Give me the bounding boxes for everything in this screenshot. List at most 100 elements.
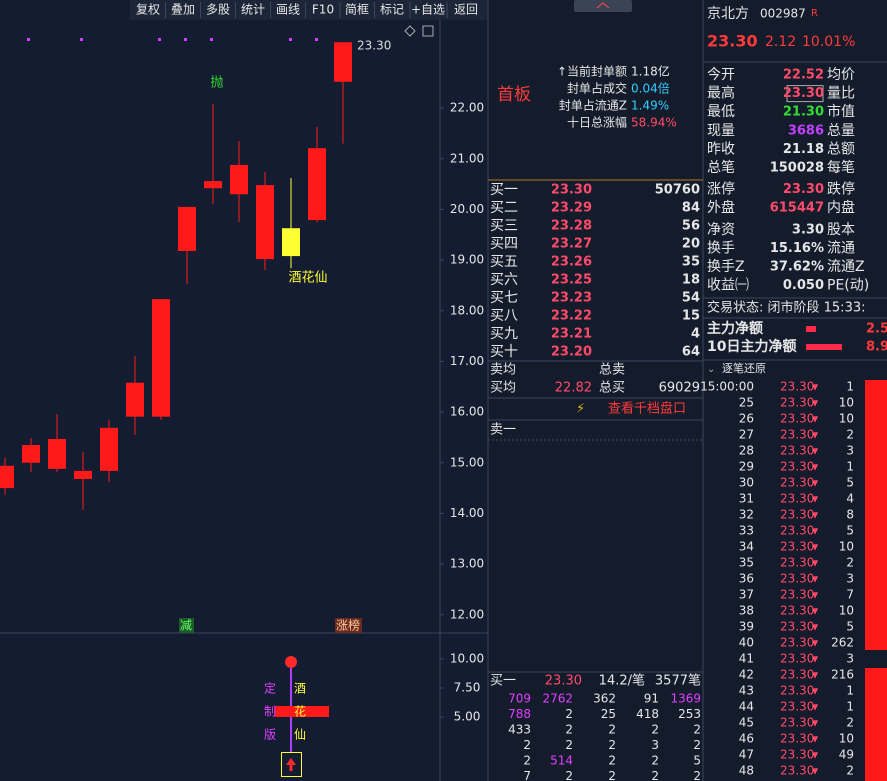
quote-label: 昨收 [707,141,735,157]
tick-dir: ▼ [812,767,819,776]
queue-cell: 91 [644,692,659,706]
tick-volume: 2 [846,764,854,778]
tick-volume: 1 [846,684,854,698]
toolbar-button[interactable]: +自选 [411,3,445,17]
tick-dir: ▼ [812,575,819,584]
indicator-bar [275,706,329,717]
toolbar-button[interactable]: 统计 [241,3,265,17]
total-buy: 69029 [659,381,700,396]
quote-field: PE(动) [827,278,869,294]
y-tick-label: 12.00 [450,607,484,621]
y-tick-label: 22.00 [450,101,484,115]
bid-volume: 54 [682,291,700,306]
tick-dir: ▼ [812,479,819,488]
indicator-icon [285,656,297,668]
tick-price: 23.30 [780,508,814,522]
queue-cell: 2 [693,738,701,752]
candle-body [152,299,170,417]
tick-time: 38 [739,604,754,618]
trade-status: 交易状态: 闭市阶段 15:33: [707,300,866,316]
quote-value: 15.16% [770,241,824,256]
quote-value: 21.30 [783,105,824,120]
tick-time: 28 [739,444,754,458]
quote-value: 21.18 [783,142,824,157]
tick-dir: ▼ [812,511,819,520]
candle-body [22,445,40,463]
bid-volume: 15 [682,309,700,324]
bid-price: 23.28 [551,219,592,234]
quote-value: 0.050 [783,278,824,293]
stock-tag: 酒花仙 [288,270,327,286]
tick-dir: ▼ [812,703,819,712]
bid-price: 23.30 [551,183,592,198]
queue-cell: 2 [565,723,573,737]
stat-label: 封单占成交 [567,81,627,96]
tick-dir: ▼ [812,415,819,424]
tick-time: 36 [739,572,754,586]
toolbar-button[interactable]: 多股 [206,3,230,17]
y-tick-label: 5.00 [454,710,481,724]
quote-label: 现量 [707,123,735,139]
tick-volume: 10 [839,540,854,554]
stat-label: 十日总涨幅 [567,115,627,130]
toolbar-button[interactable]: 叠加 [171,3,195,17]
bid-price: 23.21 [551,327,592,342]
sell-signal: 抛 [210,76,223,91]
y-tick-label: 7.50 [454,681,481,695]
quote-value: 150028 [770,161,824,176]
bid-label: 买五 [490,254,518,270]
tick-volume: 3 [846,652,854,666]
collapse-icon[interactable]: ⌄ [707,364,715,375]
tick-price: 23.30 [780,572,814,586]
indicator-char: 制 [264,705,276,719]
tick-time: 31 [739,492,754,506]
quote-field: 均价 [827,67,855,83]
toolbar-button[interactable]: 画线 [276,3,300,17]
quote-value: 615447 [770,201,824,216]
queue-cell: 2 [608,738,616,752]
collapse-button[interactable] [574,0,632,12]
cut-tag: 减 [180,619,192,633]
tick-volume: 5 [846,476,854,490]
tick-volume: 5 [846,620,854,634]
tick-price: 23.30 [780,460,814,474]
tag-bg [335,618,362,633]
queue-cell: 2 [693,723,701,737]
side-bg [488,0,887,781]
quote-label: 收益㈠ [707,278,749,294]
indicator-box[interactable] [281,752,302,777]
quote-label: 最高 [707,85,735,102]
tick-dir: ▼ [812,463,819,472]
tick-price: 23.30 [780,396,814,410]
quote-field: 总额 [827,141,855,157]
tick-price: 23.30 [780,652,814,666]
tick-dir: ▼ [812,543,819,552]
tick-volume: 1 [846,460,854,474]
depth-link[interactable]: 查看千档盘口 [608,401,686,417]
flow-label: 主力净额 [707,320,763,337]
bid-label: 买三 [490,218,518,234]
tick-time: 26 [739,412,754,426]
quote-label: 涨停 [707,181,735,198]
bid-label: 买二 [490,200,518,216]
queue-cell: 2 [523,738,531,752]
bid-label: 买八 [490,308,518,324]
queue-cell: 5 [693,754,701,768]
toolbar-button[interactable]: F10 [312,3,334,17]
queue-cell: 7 [523,769,531,781]
toolbar-button[interactable]: 返回 [454,3,478,17]
tick-time: 46 [739,732,754,746]
toolbar-button[interactable]: 简框 [345,3,369,17]
tick-volume: 1 [846,700,854,714]
tick-dir: ▼ [812,639,819,648]
tick-time: 47 [739,748,754,762]
queue-cell: 2 [608,723,616,737]
bid-price: 23.29 [551,201,592,216]
quote-field: 股本 [827,222,855,238]
price-tag: 23.30 [357,39,391,53]
candle-body [126,382,144,417]
tick-dir: ▼ [812,607,819,616]
toolbar-button[interactable]: 复权 [136,3,160,17]
tick-price: 23.30 [780,476,814,490]
toolbar-button[interactable]: 标记 [380,3,404,17]
